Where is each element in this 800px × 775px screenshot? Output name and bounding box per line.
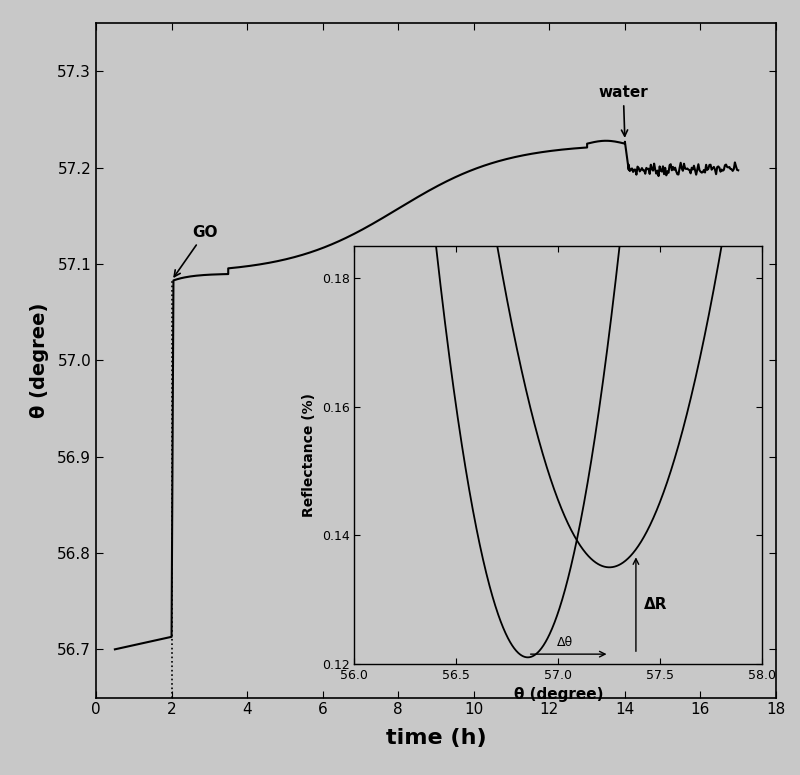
Text: water: water	[598, 85, 648, 136]
Y-axis label: θ (degree): θ (degree)	[30, 303, 49, 418]
Text: GO: GO	[174, 225, 218, 277]
X-axis label: time (h): time (h)	[386, 728, 486, 749]
